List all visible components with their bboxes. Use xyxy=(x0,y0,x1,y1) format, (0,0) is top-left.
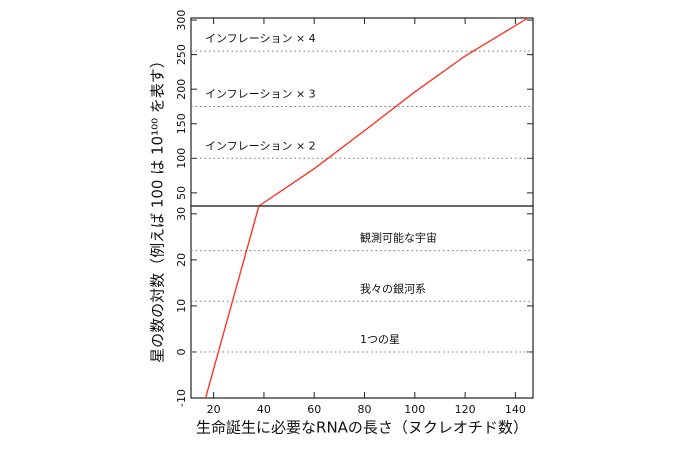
x-tick-label: 60 xyxy=(307,403,321,416)
y-tick-label: 100 xyxy=(175,148,188,169)
series-line xyxy=(204,205,260,399)
reference-label: 観測可能な宇宙 xyxy=(360,231,437,245)
y-tick-label: 10 xyxy=(175,299,188,313)
y-tick-label: 30 xyxy=(175,207,188,221)
y-tick-label: 300 xyxy=(175,10,188,31)
reference-label: インフレーション × 3 xyxy=(205,87,316,100)
y-tick-label: -10 xyxy=(175,389,188,407)
y-tick-label: 200 xyxy=(175,79,188,100)
x-tick-label: 80 xyxy=(358,403,372,416)
x-axis-label: 生命誕生に必要なRNAの長さ（ヌクレオチド数） xyxy=(196,419,528,437)
reference-label: 1つの星 xyxy=(360,333,400,346)
x-tick-label: 100 xyxy=(404,403,425,416)
x-tick-label: 140 xyxy=(505,403,526,416)
y-tick-label: 250 xyxy=(175,44,188,65)
reference-label: インフレーション × 4 xyxy=(205,32,316,45)
reference-label: インフレーション × 2 xyxy=(205,139,316,152)
y-tick-label: 150 xyxy=(175,113,188,134)
x-tick-label: 40 xyxy=(257,403,271,416)
reference-label: 我々の銀河系 xyxy=(360,281,426,295)
y-axis-label: 星の数の対数（例えば 100 は 10¹⁰⁰ を表す） xyxy=(149,53,167,363)
series-line xyxy=(258,17,529,207)
x-tick-label: 20 xyxy=(207,403,221,416)
y-tick-label: 0 xyxy=(175,348,188,355)
y-tick-label: 20 xyxy=(175,253,188,267)
plot-frame xyxy=(190,205,534,399)
y-tick-label: 50 xyxy=(175,186,188,200)
x-tick-label: 120 xyxy=(455,403,476,416)
